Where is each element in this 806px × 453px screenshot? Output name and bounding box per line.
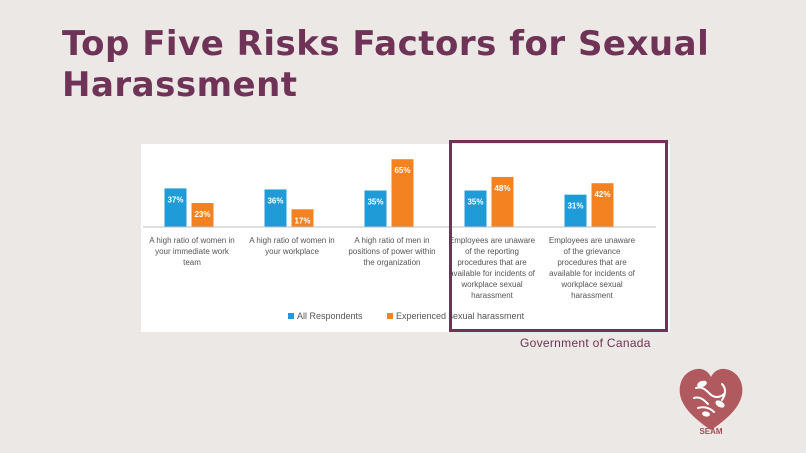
seam-heart-logo	[679, 368, 743, 430]
source-caption: Government of Canada	[520, 336, 651, 350]
bar	[464, 190, 487, 227]
category-label: the organization	[364, 258, 421, 267]
category-label: your immediate work	[155, 247, 230, 256]
data-label: 35%	[467, 198, 483, 207]
category-label: harassment	[571, 291, 614, 300]
category-label: procedures that are	[457, 258, 527, 267]
category-label: team	[183, 258, 201, 267]
category-label: of the grievance	[564, 247, 621, 256]
data-label: 48%	[494, 184, 510, 193]
bar	[391, 159, 414, 227]
bar	[264, 189, 287, 227]
legend-swatch	[387, 313, 393, 319]
bar	[491, 176, 514, 227]
data-label: 23%	[194, 210, 210, 219]
category-label: procedures that are	[557, 258, 627, 267]
data-label: 42%	[594, 190, 610, 199]
legend-label: All Respondents	[297, 311, 363, 321]
slide-title: Top Five Risks Factors for Sexual Harass…	[62, 24, 710, 105]
logo-text: SEAM	[699, 427, 723, 436]
bar	[591, 183, 614, 227]
legend-label: Experienced sexual harassment	[396, 311, 525, 321]
data-label: 17%	[294, 216, 310, 225]
category-label: available for incidents of	[449, 269, 536, 278]
data-label: 37%	[167, 195, 183, 204]
category-label: of the reporting	[465, 247, 519, 256]
data-label: 31%	[567, 202, 583, 211]
data-label: 35%	[367, 198, 383, 207]
category-label: Employees are unaware	[549, 236, 636, 245]
category-label: A high ratio of women in	[249, 236, 334, 245]
category-label: harassment	[471, 291, 514, 300]
bar-chart: 37% 23% A high ratio of women in your immed…	[143, 159, 656, 321]
bar	[564, 194, 587, 227]
category-label: workplace sexual	[560, 280, 623, 289]
bar	[364, 190, 387, 227]
category-label: your workplace	[265, 247, 319, 256]
data-label: 36%	[267, 196, 283, 205]
bar	[191, 203, 214, 227]
category-label: available for incidents of	[549, 269, 636, 278]
bar	[164, 188, 187, 227]
bar	[291, 209, 314, 227]
chart-panel: 37% 23% A high ratio of women in your immed…	[141, 144, 670, 332]
category-label: A high ratio of women in	[149, 236, 234, 245]
category-label: Employees are unaware	[449, 236, 536, 245]
category-label: A high ratio of men in	[354, 236, 429, 245]
category-label: workplace sexual	[460, 280, 523, 289]
category-label: positions of power within	[348, 247, 435, 256]
legend-swatch	[288, 313, 294, 319]
highlight-box	[449, 140, 668, 332]
data-label: 65%	[394, 166, 410, 175]
